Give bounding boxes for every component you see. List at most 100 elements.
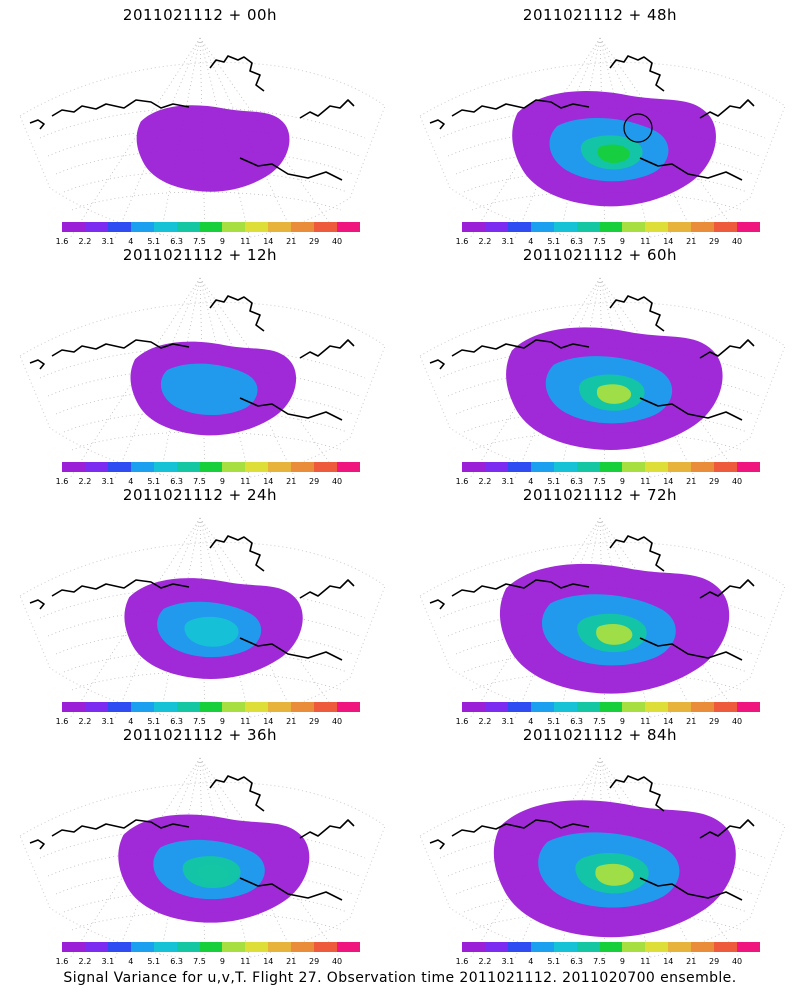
colorbar-swatch [714,462,738,472]
map-panel: 2011021112 + 24h 1.6 2.2 3.1 4 5.1 6.3 7.5 9 11 14… [0,480,400,726]
colorbar-label: 3.1 [501,717,515,726]
colorbar-swatch [530,222,555,232]
map-panel: 2011021112 + 12h 1.6 2.2 3.1 4 5.1 6.3 7.5 9 11 14… [0,240,400,486]
colorbar-swatch [507,462,532,472]
colorbar-swatch [484,222,509,232]
colorbar-label: 6.3 [170,237,183,246]
colorbar: 1.6 2.2 3.1 4 5.1 6.3 7.5 9 11 14 21 29 40 [456,462,761,486]
colorbar-swatch [484,942,509,952]
colorbar-label: 7.5 [593,477,606,486]
colorbar-label: 2.2 [78,957,92,966]
colorbar-label: 2.2 [478,957,492,966]
colorbar-swatch [691,222,715,232]
colorbar-label: 1.6 [455,957,469,966]
colorbar-label: 4 [528,717,534,726]
colorbar-label: 21 [286,477,297,486]
colorbar-label: 7.5 [593,717,606,726]
colorbar-label: 29 [309,957,320,966]
colorbar-swatch [714,702,738,712]
colorbar-label: 7.5 [193,717,206,726]
variance-map [419,517,786,718]
colorbar-swatch [576,222,601,232]
colorbar-swatch [222,222,246,232]
colorbar-label: 40 [731,717,743,726]
panel-title: 2011021112 + 36h [122,726,278,744]
colorbar-swatch [245,222,269,232]
colorbar-swatch [337,462,361,472]
colorbar-label: 11 [640,717,651,726]
colorbar-label: 29 [709,957,720,966]
colorbar-label: 3.1 [101,477,115,486]
colorbar-swatch [645,942,669,952]
colorbar-label: 6.3 [570,237,583,246]
colorbar-swatch [622,462,646,472]
colorbar-label: 29 [309,717,320,726]
colorbar: 1.6 2.2 3.1 4 5.1 6.3 7.5 9 11 14 21 29 40 [456,222,761,246]
variance-region [596,624,633,645]
colorbar-swatch [599,702,623,712]
colorbar-swatch [337,942,361,952]
colorbar-swatch [291,702,315,712]
colorbar-label: 11 [640,477,651,486]
variance-map [419,277,786,478]
colorbar-label: 40 [731,477,743,486]
colorbar-label: 7.5 [593,237,606,246]
colorbar-label: 40 [331,717,343,726]
colorbar-swatch [462,702,486,712]
panel-title: 2011021112 + 72h [522,486,678,504]
colorbar-label: 2.2 [478,237,492,246]
colorbar-swatch [462,942,486,952]
colorbar-label: 7.5 [193,237,206,246]
colorbar-swatch [222,462,246,472]
colorbar-label: 21 [686,957,697,966]
colorbar-swatch [222,942,246,952]
map-panel: 2011021112 + 84h 1.6 2.2 3.1 4 5.1 6.3 7.5 9 11 14… [400,720,800,966]
colorbar-swatch [107,462,132,472]
colorbar-swatch [484,462,509,472]
colorbar-swatch [737,462,761,472]
colorbar-swatch [645,222,669,232]
colorbar-swatch [107,942,132,952]
colorbar-label: 7.5 [193,957,206,966]
coastline [29,55,355,181]
colorbar-swatch [462,222,486,232]
colorbar: 1.6 2.2 3.1 4 5.1 6.3 7.5 9 11 14 21 29 40 [456,702,761,726]
map-panel: 2011021112 + 00h 1.6 2.2 3.1 4 5.1 6.3 7.5 9 11 14… [0,0,400,246]
colorbar-label: 4 [528,957,534,966]
colorbar-swatch [153,462,178,472]
colorbar-swatch [291,942,315,952]
colorbar-swatch [553,222,578,232]
variance-region [136,105,290,192]
colorbar-swatch [691,702,715,712]
colorbar-swatch [176,942,201,952]
variance-map [19,37,386,238]
variance-map [19,277,386,478]
colorbar-label: 4 [128,957,134,966]
colorbar-swatch [130,702,155,712]
colorbar-swatch [553,462,578,472]
colorbar-label: 5.1 [547,237,561,246]
colorbar-label: 11 [240,957,251,966]
colorbar-label: 2.2 [78,717,92,726]
colorbar-swatch [62,462,86,472]
colorbar-label: 5.1 [147,717,161,726]
colorbar: 1.6 2.2 3.1 4 5.1 6.3 7.5 9 11 14 21 29 40 [56,222,361,246]
colorbar-label: 7.5 [593,957,606,966]
colorbar-swatch [314,462,338,472]
colorbar-label: 11 [240,717,251,726]
colorbar-label: 5.1 [147,957,161,966]
variance-map [19,517,386,718]
figure-caption: Signal Variance for u,v,T. Flight 27. Ob… [63,970,737,986]
colorbar-swatch [130,222,155,232]
colorbar-label: 29 [309,477,320,486]
variance-region [160,363,258,416]
colorbar-label: 1.6 [55,477,69,486]
colorbar-swatch [62,222,86,232]
colorbar-swatch [737,942,761,952]
colorbar-label: 2.2 [478,477,492,486]
colorbar-label: 14 [263,237,274,246]
colorbar-swatch [668,462,692,472]
colorbar-swatch [622,222,646,232]
colorbar-swatch [62,942,86,952]
colorbar-label: 3.1 [101,957,115,966]
